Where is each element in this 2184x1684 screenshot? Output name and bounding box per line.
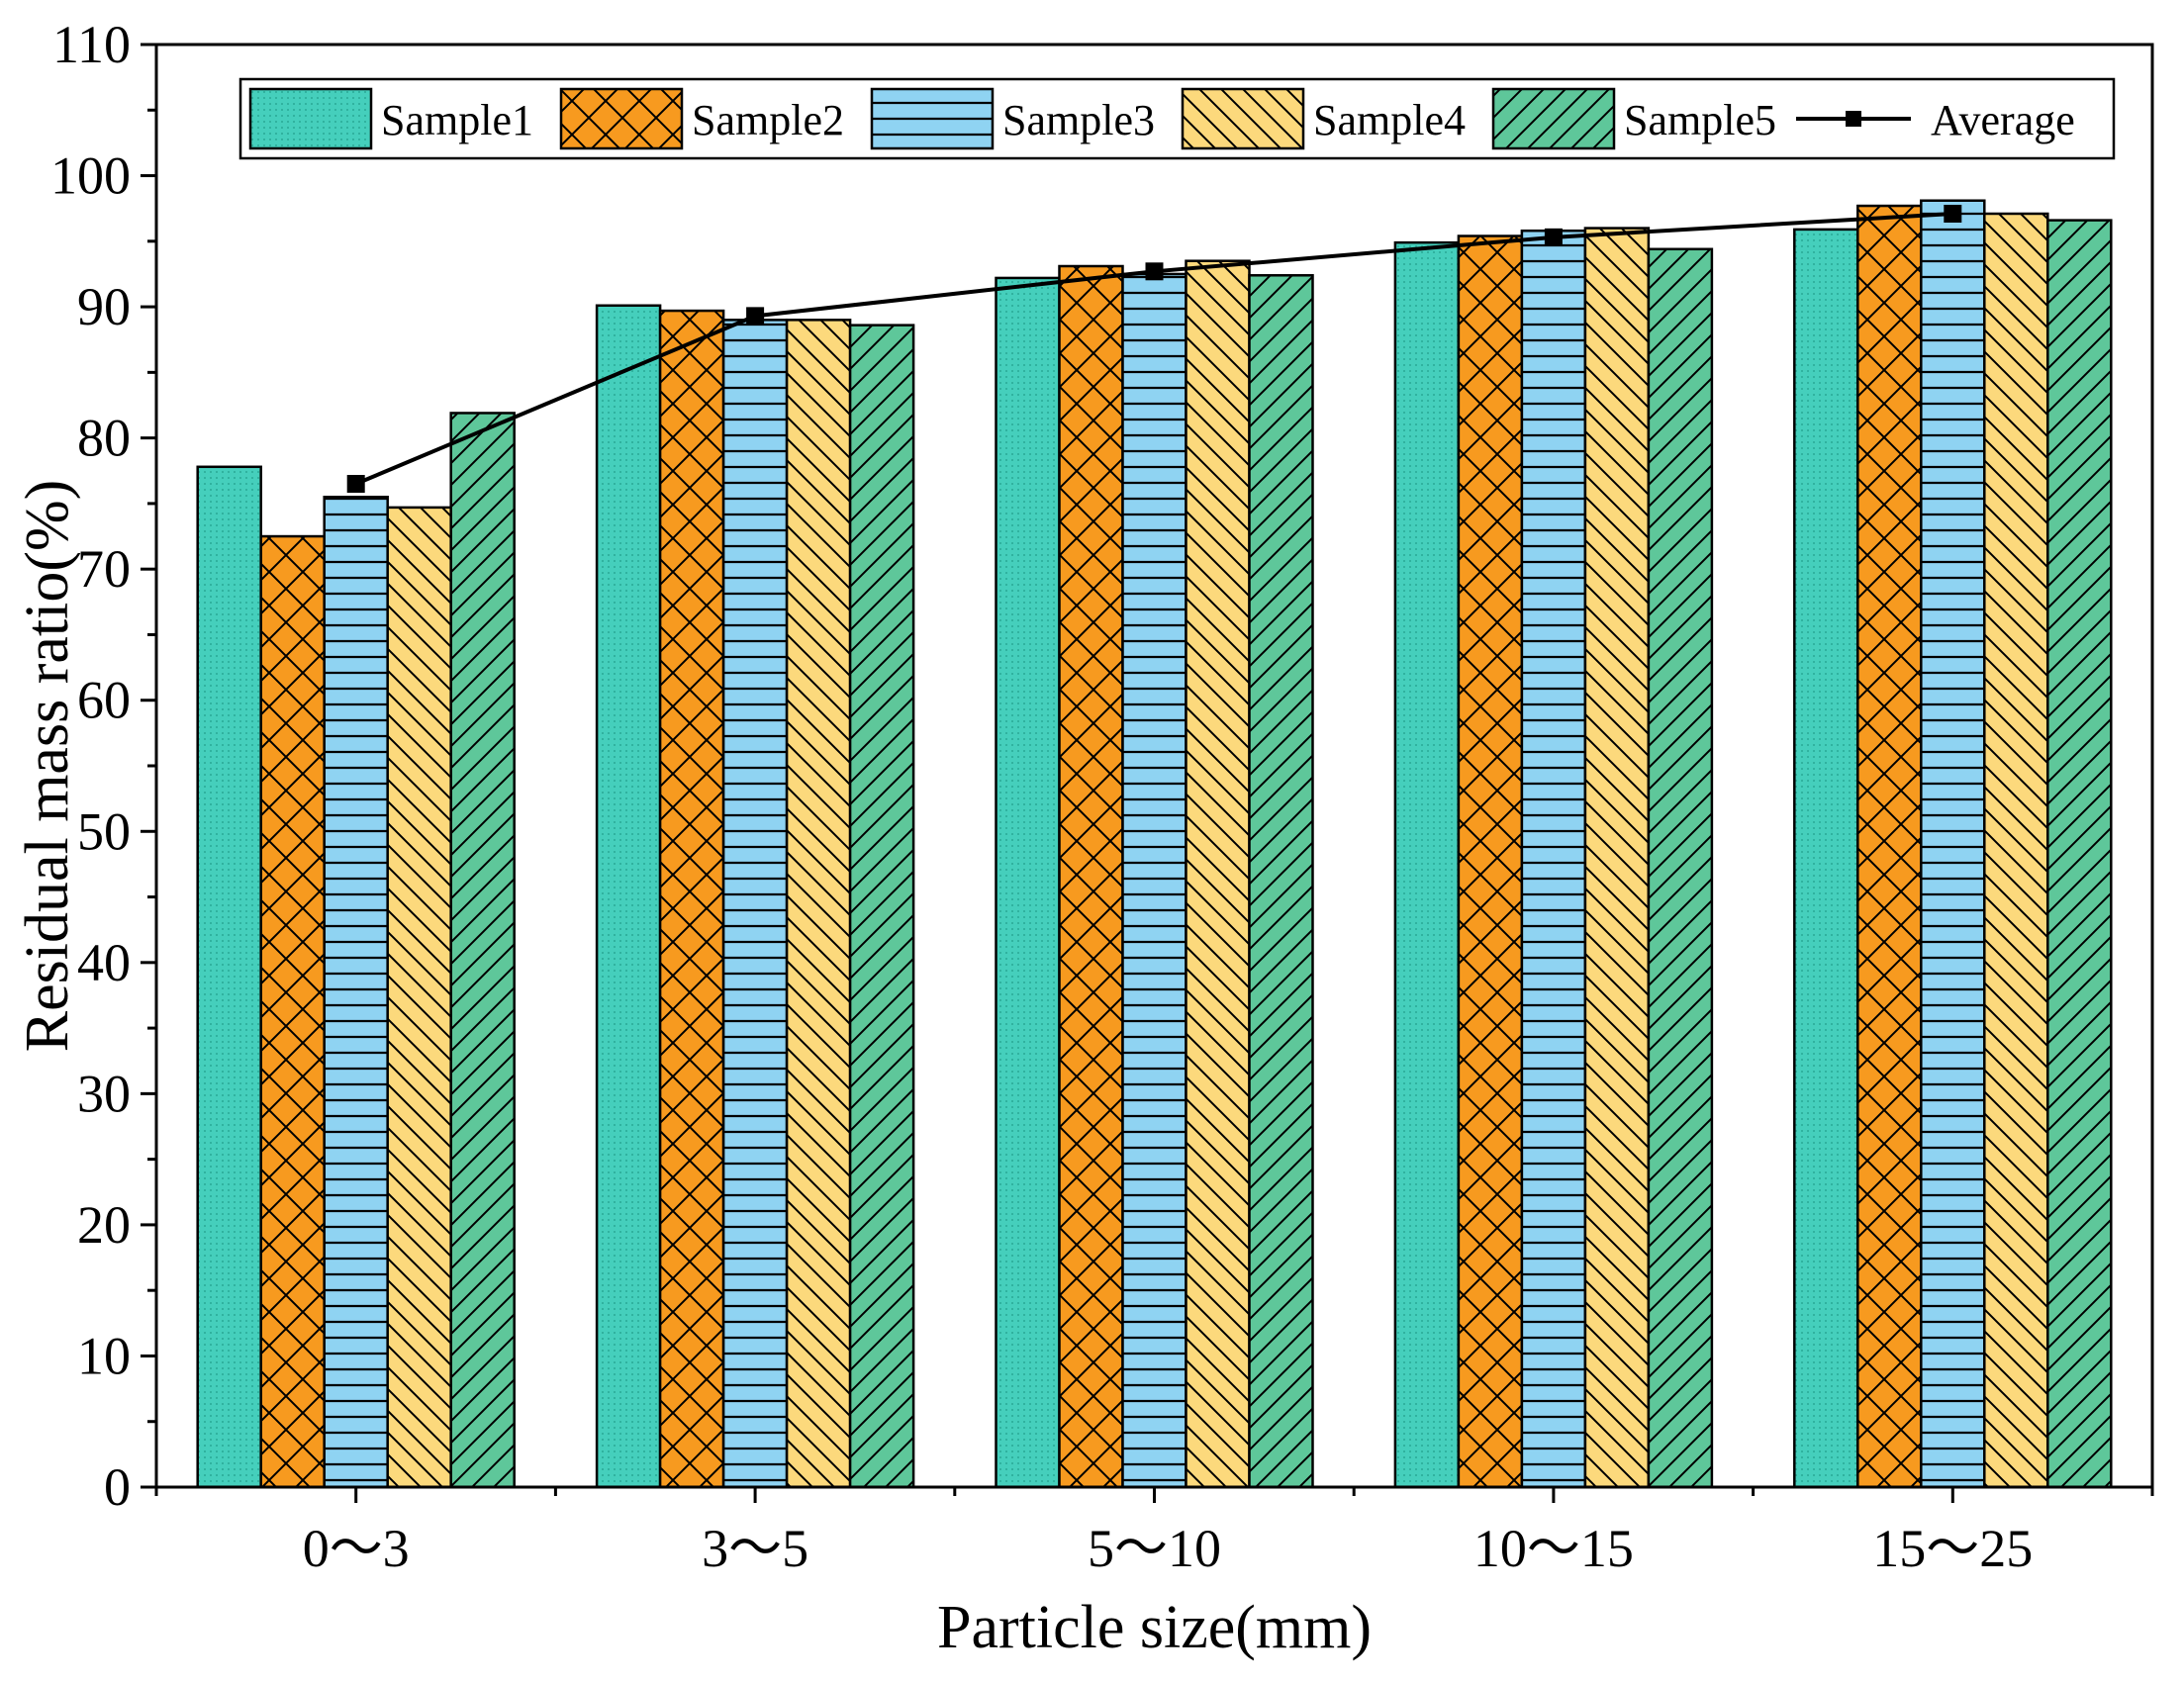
y-tick-label: 60 <box>77 671 131 730</box>
average-point-3 <box>1544 228 1563 246</box>
bar-sample5-0 <box>449 412 516 1489</box>
bar-sample2-3 <box>1457 234 1524 1489</box>
y-tick-label: 40 <box>77 933 131 992</box>
bar-sample2-1 <box>658 309 725 1489</box>
legend-swatch-average-marker <box>1846 111 1861 127</box>
bar-sample1-3 <box>1393 240 1461 1489</box>
bar-sample4-0 <box>386 506 452 1489</box>
y-tick-label: 80 <box>77 409 131 468</box>
y-axis-title: Residual mass ratio(%) <box>14 480 81 1053</box>
bar-sample3-0 <box>323 496 389 1489</box>
bar-sample4-3 <box>1583 227 1651 1489</box>
bar-sample1-1 <box>595 304 662 1489</box>
average-point-1 <box>746 307 765 326</box>
bar-sample3-2 <box>1121 272 1187 1489</box>
bar-sample3-1 <box>721 319 789 1489</box>
y-tick-label: 10 <box>77 1326 131 1385</box>
legend: Sample1 Sample2 Sample3 Sample4 Sample5 Avera… <box>238 77 2116 160</box>
bar-sample1-2 <box>995 276 1061 1489</box>
bar-sample5-4 <box>2046 219 2113 1489</box>
average-point-2 <box>1145 262 1164 281</box>
x-axis: 0～3 3～5 5～10 10～15 15～25 <box>154 1487 2154 1578</box>
bar-sample3-4 <box>1920 199 1986 1489</box>
bar-sample3-3 <box>1520 229 1587 1489</box>
bar-sample5-1 <box>848 324 915 1489</box>
y-tick-label: 0 <box>104 1457 131 1517</box>
x-tick-label: 10～15 <box>1473 1519 1634 1578</box>
legend-label-sample4: Sample4 <box>1313 96 1466 144</box>
legend-label-sample1: Sample1 <box>381 96 533 144</box>
legend-swatch-sample5 <box>1491 87 1616 150</box>
y-tick-label: 50 <box>77 801 131 861</box>
legend-label-sample3: Sample3 <box>1002 96 1155 144</box>
bar-sample1-4 <box>1793 228 1859 1489</box>
legend-label-sample5: Sample5 <box>1624 96 1776 144</box>
x-tick-label: 5～10 <box>1088 1519 1221 1578</box>
x-tick-label: 3～5 <box>702 1519 808 1578</box>
average-point-4 <box>1944 204 1962 223</box>
bar-sample4-2 <box>1185 259 1251 1489</box>
legend-label-sample2: Sample2 <box>692 96 844 144</box>
y-axis: 0 10 20 30 40 50 60 70 80 90 100 110 <box>50 15 156 1517</box>
y-tick-label: 30 <box>77 1064 131 1123</box>
bar-sample1-0 <box>196 465 262 1489</box>
bar-sample2-2 <box>1058 264 1124 1489</box>
bars-group <box>196 199 2113 1489</box>
y-tick-label: 70 <box>77 539 131 599</box>
bar-sample4-1 <box>785 319 852 1489</box>
legend-swatch-sample3 <box>870 87 995 150</box>
bar-sample2-0 <box>259 534 326 1489</box>
legend-label-average: Average <box>1931 96 2075 144</box>
bar-sample5-2 <box>1248 274 1314 1489</box>
average-line-group <box>346 204 1962 494</box>
x-tick-label: 0～3 <box>303 1519 410 1578</box>
x-tick-label: 15～25 <box>1872 1519 2033 1578</box>
legend-swatch-sample4 <box>1181 87 1305 150</box>
y-tick-label: 90 <box>77 277 131 336</box>
y-tick-label: 20 <box>77 1195 131 1255</box>
bar-sample5-3 <box>1647 247 1714 1489</box>
y-tick-label: 100 <box>50 146 131 206</box>
bar-sample4-4 <box>1983 212 2049 1489</box>
legend-swatch-sample1 <box>248 87 373 150</box>
x-axis-title: Particle size(mm) <box>937 1594 1372 1661</box>
legend-swatch-sample2 <box>559 87 684 150</box>
bar-sample2-4 <box>1856 204 1923 1489</box>
y-tick-label: 110 <box>52 15 131 74</box>
average-point-0 <box>346 475 365 494</box>
